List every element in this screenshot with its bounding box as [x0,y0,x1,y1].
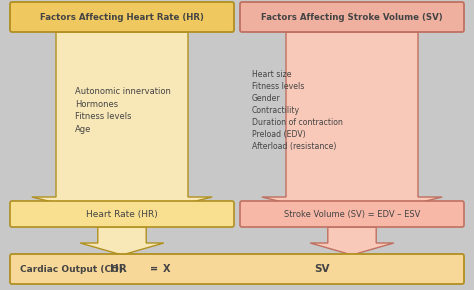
Text: Cardiac Output (CO): Cardiac Output (CO) [20,264,123,273]
Text: Stroke Volume (SV) = EDV – ESV: Stroke Volume (SV) = EDV – ESV [284,209,420,218]
Text: X: X [163,264,171,274]
Text: =: = [150,264,158,274]
Text: Autonomic innervation
Hormones
Fitness levels
Age: Autonomic innervation Hormones Fitness l… [75,87,171,134]
Polygon shape [310,227,394,255]
FancyBboxPatch shape [10,254,464,284]
Polygon shape [80,227,164,255]
FancyBboxPatch shape [10,201,234,227]
Text: Factors Affecting Heart Rate (HR): Factors Affecting Heart Rate (HR) [40,12,204,21]
FancyBboxPatch shape [240,201,464,227]
Polygon shape [32,32,212,219]
FancyBboxPatch shape [10,2,234,32]
FancyBboxPatch shape [240,2,464,32]
Text: Heart size
Fitness levels
Gender
Contractility
Duration of contraction
Preload (: Heart size Fitness levels Gender Contrac… [252,70,343,151]
Polygon shape [262,32,442,219]
Text: Heart Rate (HR): Heart Rate (HR) [86,209,158,218]
Text: HR: HR [109,264,127,274]
Text: Factors Affecting Stroke Volume (SV): Factors Affecting Stroke Volume (SV) [261,12,443,21]
Text: SV: SV [314,264,330,274]
